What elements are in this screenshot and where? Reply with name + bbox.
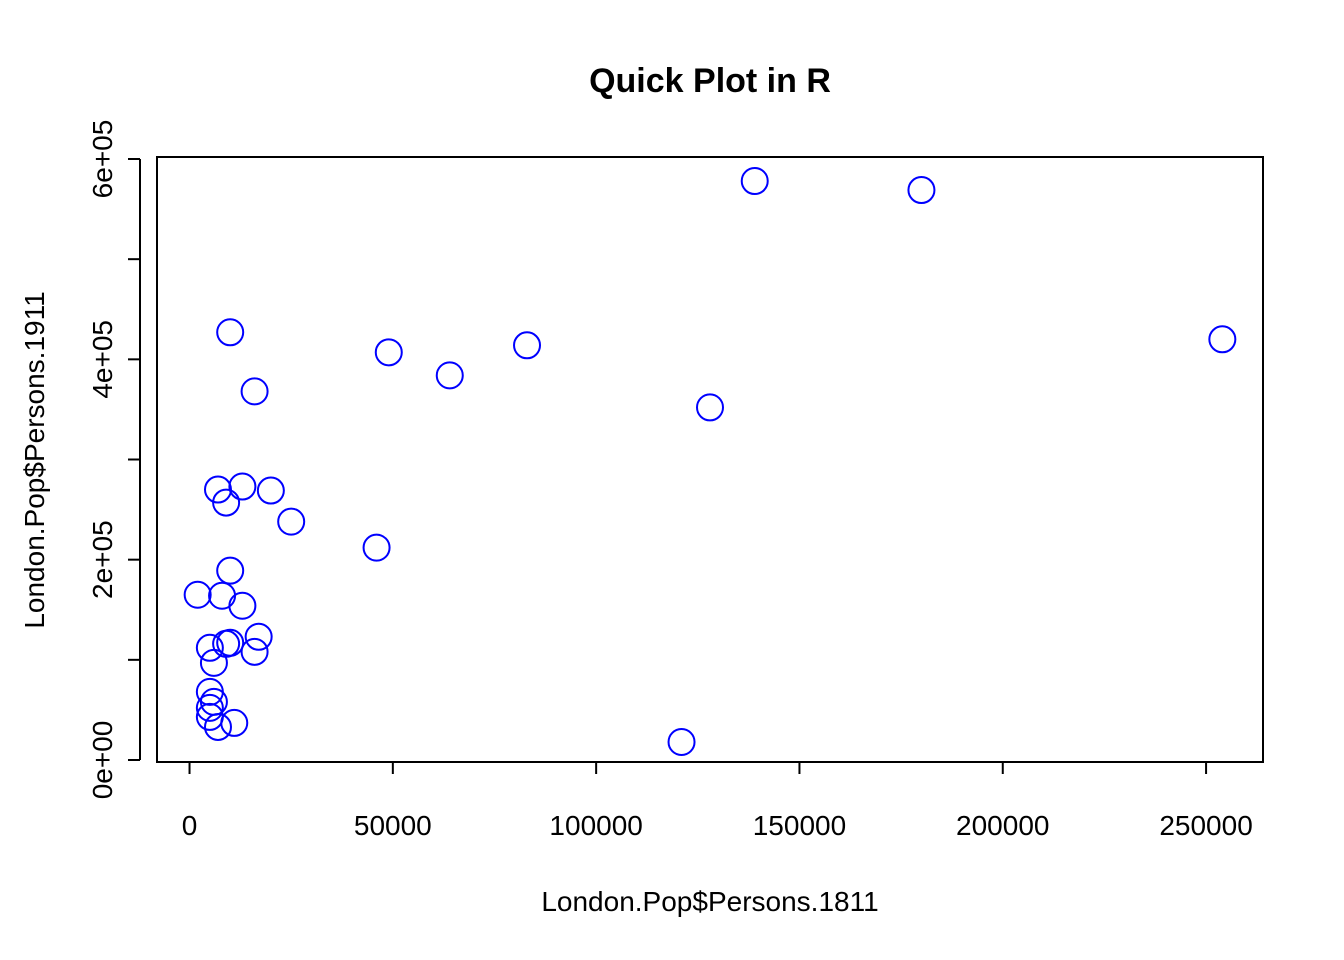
- data-point: [220, 708, 249, 737]
- y-tick-label: 0e+00: [87, 721, 118, 800]
- x-tick-label: 0: [182, 810, 198, 841]
- data-point: [435, 361, 464, 390]
- x-tick-label: 200000: [956, 810, 1049, 841]
- x-axis-label: London.Pop$Persons.1811: [541, 886, 878, 917]
- data-point: [228, 591, 257, 620]
- data-point: [195, 633, 224, 662]
- data-point: [228, 472, 257, 501]
- x-axis: 0 50000 100000 150000 200000 250000: [182, 761, 1253, 841]
- data-point: [740, 167, 769, 196]
- data-point: [240, 637, 269, 666]
- plot-frame: [156, 156, 1264, 763]
- data-point: [203, 712, 232, 741]
- chart-title: Quick Plot in R: [589, 62, 831, 100]
- data-point: [212, 488, 241, 517]
- data-point: [1208, 325, 1237, 354]
- data-point: [199, 648, 228, 677]
- x-tick-label: 100000: [549, 810, 642, 841]
- data-point: [208, 581, 237, 610]
- data-point: [696, 393, 724, 422]
- data-point: [374, 338, 403, 367]
- data-point: [216, 318, 245, 347]
- x-tick-label: 50000: [354, 810, 432, 841]
- data-point: [362, 533, 391, 562]
- y-axis-label: London.Pop$Persons.1911: [19, 291, 50, 628]
- data-point: [277, 507, 306, 536]
- y-tick-label: 2e+05: [87, 520, 118, 599]
- data-point: [667, 727, 696, 756]
- data-point: [256, 476, 285, 505]
- data-points: [183, 167, 1237, 756]
- data-point: [244, 622, 273, 651]
- data-point: [907, 176, 936, 205]
- data-point: [240, 377, 269, 406]
- y-axis: 0e+00 2e+05 4e+05 6e+05: [87, 120, 141, 800]
- data-point: [513, 331, 542, 360]
- data-point: [216, 556, 245, 585]
- x-tick-label: 150000: [753, 810, 846, 841]
- data-point: [216, 628, 245, 657]
- y-tick-label: 6e+05: [87, 120, 118, 199]
- y-tick-label: 4e+05: [87, 320, 118, 399]
- data-point: [183, 580, 212, 609]
- x-tick-label: 250000: [1159, 810, 1252, 841]
- data-point: [195, 693, 224, 722]
